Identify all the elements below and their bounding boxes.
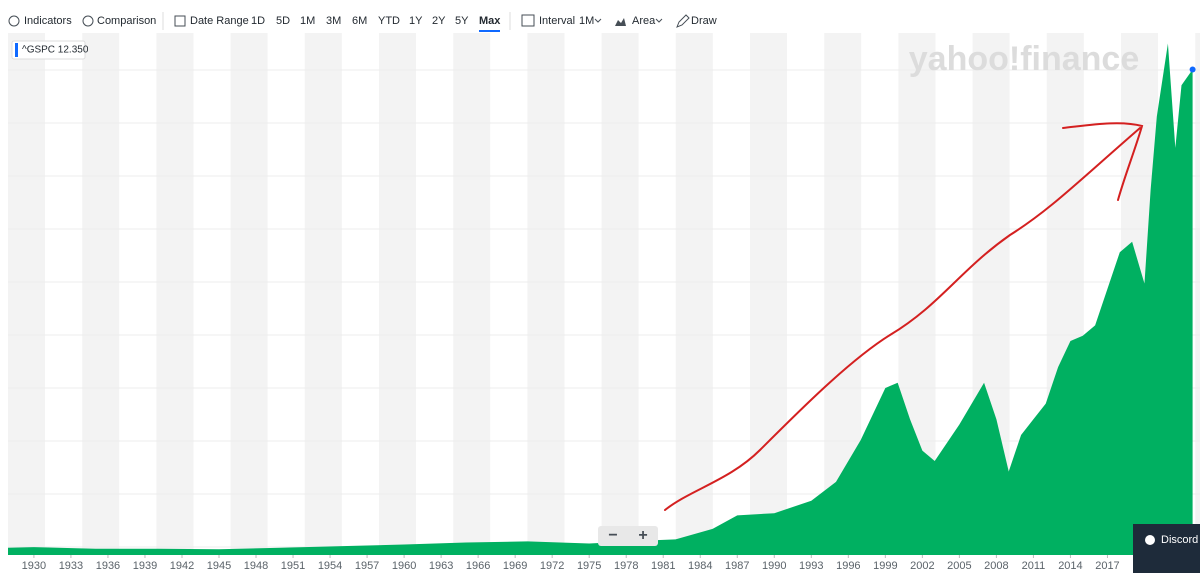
x-tick-label: 1999	[873, 560, 897, 572]
band	[119, 33, 157, 555]
legend-marker	[15, 43, 18, 57]
zoom-out[interactable]: −	[608, 527, 617, 544]
area	[8, 43, 1193, 555]
x-tick-label: 1996	[836, 560, 860, 572]
band	[267, 33, 305, 555]
discord-badge[interactable]	[1133, 524, 1200, 573]
draw-button[interactable]: Draw	[691, 15, 717, 27]
x-tick-label: 1984	[688, 560, 712, 572]
range-button[interactable]: 1M	[300, 15, 315, 27]
background-bands	[8, 33, 1200, 555]
band	[527, 33, 565, 555]
watermark: yahoo!finance	[909, 40, 1139, 78]
band	[453, 33, 491, 555]
x-tick-label: 2017	[1095, 560, 1119, 572]
discord-label[interactable]: Discord	[1161, 534, 1198, 546]
x-tick-label: 1939	[133, 560, 157, 572]
x-tick-label: 1945	[207, 560, 231, 572]
plot: 1930 1933 1936 1939 1942 1945 1948 1951 1954 1957…	[8, 43, 1196, 572]
band	[787, 33, 825, 555]
band	[379, 33, 417, 555]
x-tick-label: 2005	[947, 560, 971, 572]
x-tick-label: 1942	[170, 560, 194, 572]
legend-label: ^GSPC 12.350	[22, 45, 89, 56]
x-tick-label: 1987	[725, 560, 749, 572]
range-button[interactable]: 1Y	[409, 15, 423, 27]
annotation-arrow	[664, 122, 1144, 511]
chart-style-button[interactable]: Area	[632, 15, 656, 27]
x-tick-label: 1981	[651, 560, 675, 572]
zoom-control	[598, 526, 658, 546]
band	[156, 33, 194, 555]
band	[304, 33, 342, 555]
band	[564, 33, 602, 555]
interval-button[interactable]: Interval	[539, 15, 575, 27]
band	[45, 33, 83, 555]
chevron	[594, 18, 602, 23]
icon	[8, 15, 20, 27]
range-button[interactable]: 2Y	[432, 15, 446, 27]
x-tick-label: 1975	[577, 560, 601, 572]
date-range-button[interactable]: Date Range	[190, 15, 249, 27]
interval-value[interactable]: 1M	[579, 15, 594, 27]
x-tick-label: 1954	[318, 560, 342, 572]
band	[712, 33, 750, 555]
x-tick-label: 2011	[1022, 560, 1046, 572]
x-tick-label: 1963	[429, 560, 453, 572]
x-tick-label: 1951	[281, 560, 305, 572]
x-tick-label: 1990	[762, 560, 786, 572]
x-tick-label: 1948	[244, 560, 268, 572]
x-tick-label: 1933	[59, 560, 83, 572]
icon	[615, 18, 626, 26]
band	[230, 33, 268, 555]
x-tick-label: 2008	[984, 560, 1008, 572]
band	[193, 33, 231, 555]
icon	[1145, 535, 1155, 545]
zoom-in[interactable]: +	[638, 527, 647, 544]
band	[341, 33, 379, 555]
band	[490, 33, 528, 555]
x-tick-label: 1972	[540, 560, 564, 572]
range-button[interactable]: YTD	[378, 15, 400, 27]
range-button[interactable]: Max	[479, 15, 501, 27]
x-tick-label: 1969	[503, 560, 527, 572]
x-tick-label: 2014	[1058, 560, 1082, 572]
chevron	[655, 18, 663, 23]
icon	[82, 15, 94, 27]
x-tick-label: 2002	[910, 560, 934, 572]
range-button[interactable]: 5Y	[455, 15, 469, 27]
toolbar: Indicators Comparison Date Range 1D 5D 1M 3…	[8, 12, 717, 32]
icon	[521, 14, 535, 27]
band	[750, 33, 788, 555]
band	[82, 33, 120, 555]
indicators-button[interactable]: Indicators	[24, 15, 72, 27]
comparison-button[interactable]: Comparison	[97, 15, 156, 27]
band	[1195, 33, 1200, 555]
x-tick-label: 1957	[355, 560, 379, 572]
x-tick-label: 1966	[466, 560, 490, 572]
icon	[174, 15, 186, 27]
last-point	[1189, 66, 1196, 73]
range-button[interactable]: 1D	[251, 15, 265, 27]
range-button[interactable]: 5D	[276, 15, 290, 27]
band	[416, 33, 454, 555]
band	[601, 33, 639, 555]
x-tick-label: 1936	[96, 560, 120, 572]
icon	[676, 14, 690, 28]
range-button[interactable]: 6M	[352, 15, 367, 27]
x-tick-label: 1978	[614, 560, 638, 572]
x-tick-label: 1993	[799, 560, 823, 572]
range-buttons: 1D 5D 1M 3M 6M YTD 1Y 2Y 5Y Max	[251, 15, 501, 27]
band	[8, 33, 46, 555]
legend-box	[11, 40, 86, 60]
band	[638, 33, 676, 555]
x-tick-label: 1930	[22, 560, 46, 572]
band	[675, 33, 713, 555]
range-button[interactable]: 3M	[326, 15, 341, 27]
x-tick-label: 1960	[392, 560, 416, 572]
